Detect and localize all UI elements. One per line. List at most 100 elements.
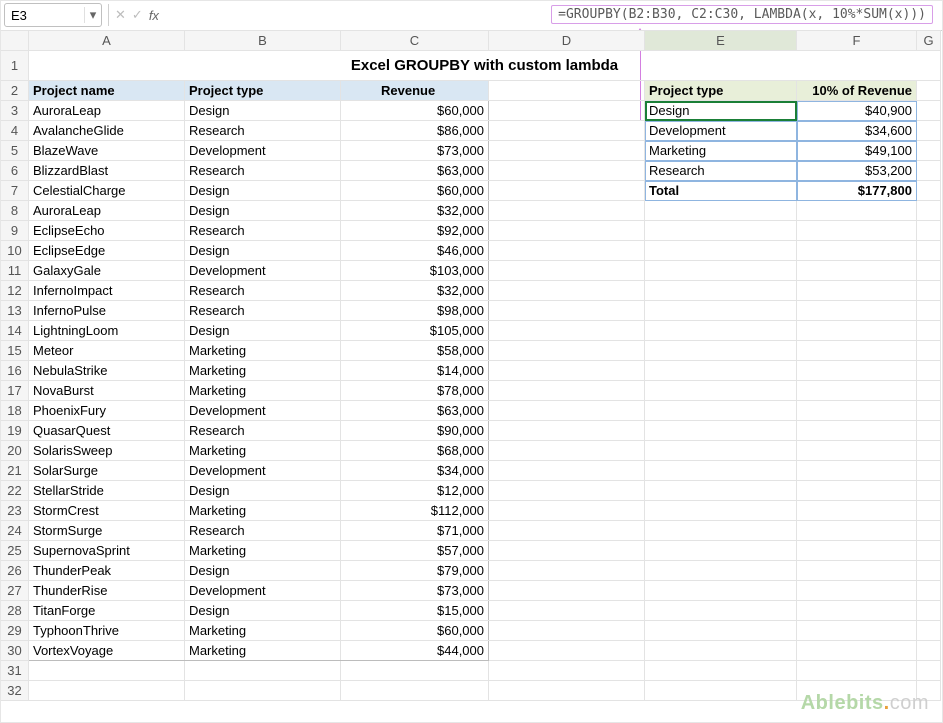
cell-F31[interactable]	[797, 661, 917, 681]
cell-B3[interactable]: Design	[185, 101, 341, 121]
cell-F25[interactable]	[797, 541, 917, 561]
cell-B23[interactable]: Marketing	[185, 501, 341, 521]
cell-F5[interactable]: $49,100	[797, 141, 917, 161]
cell-D28[interactable]	[489, 601, 645, 621]
name-box[interactable]: E3 ▾	[4, 3, 102, 27]
cell-D4[interactable]	[489, 121, 645, 141]
cell-F4[interactable]: $34,600	[797, 121, 917, 141]
row-header-12[interactable]: 12	[1, 281, 29, 301]
cell-A6[interactable]: BlizzardBlast	[29, 161, 185, 181]
cell-F11[interactable]	[797, 261, 917, 281]
cell-C10[interactable]: $46,000	[341, 241, 489, 261]
cell-E20[interactable]	[645, 441, 797, 461]
cell-F16[interactable]	[797, 361, 917, 381]
cell-C12[interactable]: $32,000	[341, 281, 489, 301]
cell-C7[interactable]: $60,000	[341, 181, 489, 201]
row-header-19[interactable]: 19	[1, 421, 29, 441]
cell-B4[interactable]: Research	[185, 121, 341, 141]
cell-G13[interactable]	[917, 301, 941, 321]
cell-F9[interactable]	[797, 221, 917, 241]
cell-C23[interactable]: $112,000	[341, 501, 489, 521]
row-header-31[interactable]: 31	[1, 661, 29, 681]
cell-D9[interactable]	[489, 221, 645, 241]
cell-G15[interactable]	[917, 341, 941, 361]
cell-F12[interactable]	[797, 281, 917, 301]
cell-F8[interactable]	[797, 201, 917, 221]
cell-B19[interactable]: Research	[185, 421, 341, 441]
cell-A18[interactable]: PhoenixFury	[29, 401, 185, 421]
col-header-C[interactable]: C	[341, 31, 489, 51]
cell-D16[interactable]	[489, 361, 645, 381]
cell-C14[interactable]: $105,000	[341, 321, 489, 341]
cell-D29[interactable]	[489, 621, 645, 641]
cell-E6[interactable]: Research	[645, 161, 797, 181]
cell-D15[interactable]	[489, 341, 645, 361]
row-header-17[interactable]: 17	[1, 381, 29, 401]
cell-C8[interactable]: $32,000	[341, 201, 489, 221]
cell-G5[interactable]	[917, 141, 941, 161]
cell-A12[interactable]: InfernoImpact	[29, 281, 185, 301]
row-header-29[interactable]: 29	[1, 621, 29, 641]
cell-C16[interactable]: $14,000	[341, 361, 489, 381]
cell-D3[interactable]	[489, 101, 645, 121]
row-header-23[interactable]: 23	[1, 501, 29, 521]
cell-B27[interactable]: Development	[185, 581, 341, 601]
row-header-5[interactable]: 5	[1, 141, 29, 161]
cell-A27[interactable]: ThunderRise	[29, 581, 185, 601]
cell-B9[interactable]: Research	[185, 221, 341, 241]
cell-C4[interactable]: $86,000	[341, 121, 489, 141]
cell-E23[interactable]	[645, 501, 797, 521]
cell-E5[interactable]: Marketing	[645, 141, 797, 161]
cell-F22[interactable]	[797, 481, 917, 501]
cell-E18[interactable]	[645, 401, 797, 421]
cell-C17[interactable]: $78,000	[341, 381, 489, 401]
cell-D32[interactable]	[489, 681, 645, 701]
cell-C22[interactable]: $12,000	[341, 481, 489, 501]
cell-B6[interactable]: Research	[185, 161, 341, 181]
cell-B7[interactable]: Design	[185, 181, 341, 201]
cancel-icon[interactable]: ✕	[115, 7, 126, 23]
cell-A24[interactable]: StormSurge	[29, 521, 185, 541]
cell-D8[interactable]	[489, 201, 645, 221]
cell-D18[interactable]	[489, 401, 645, 421]
cell-A9[interactable]: EclipseEcho	[29, 221, 185, 241]
cell-A23[interactable]: StormCrest	[29, 501, 185, 521]
row-header-15[interactable]: 15	[1, 341, 29, 361]
col-header-A[interactable]: A	[29, 31, 185, 51]
cell-E31[interactable]	[645, 661, 797, 681]
cell-B31[interactable]	[185, 661, 341, 681]
col-header-B[interactable]: B	[185, 31, 341, 51]
cell-C24[interactable]: $71,000	[341, 521, 489, 541]
cell-F30[interactable]	[797, 641, 917, 661]
cell-G4[interactable]	[917, 121, 941, 141]
cell-A10[interactable]: EclipseEdge	[29, 241, 185, 261]
cell-F6[interactable]: $53,200	[797, 161, 917, 181]
cell-B24[interactable]: Research	[185, 521, 341, 541]
cell-A11[interactable]: GalaxyGale	[29, 261, 185, 281]
cell-E17[interactable]	[645, 381, 797, 401]
cell-B21[interactable]: Development	[185, 461, 341, 481]
cell-C11[interactable]: $103,000	[341, 261, 489, 281]
cell-D26[interactable]	[489, 561, 645, 581]
cell-A4[interactable]: AvalancheGlide	[29, 121, 185, 141]
spreadsheet-grid[interactable]: ABCDEFG1Excel GROUPBY with custom lambda…	[0, 30, 941, 701]
cell-G17[interactable]	[917, 381, 941, 401]
cell-G10[interactable]	[917, 241, 941, 261]
cell-G3[interactable]	[917, 101, 941, 121]
cell-C20[interactable]: $68,000	[341, 441, 489, 461]
cell-B10[interactable]: Design	[185, 241, 341, 261]
cell-G11[interactable]	[917, 261, 941, 281]
cell-D27[interactable]	[489, 581, 645, 601]
cell-D20[interactable]	[489, 441, 645, 461]
cell-G14[interactable]	[917, 321, 941, 341]
cell-C29[interactable]: $60,000	[341, 621, 489, 641]
cell-E16[interactable]	[645, 361, 797, 381]
row-header-1[interactable]: 1	[1, 51, 29, 81]
cell-C3[interactable]: $60,000	[341, 101, 489, 121]
row-header-21[interactable]: 21	[1, 461, 29, 481]
row-header-30[interactable]: 30	[1, 641, 29, 661]
cell-A25[interactable]: SupernovaSprint	[29, 541, 185, 561]
cell-D11[interactable]	[489, 261, 645, 281]
cell-F20[interactable]	[797, 441, 917, 461]
cell-G19[interactable]	[917, 421, 941, 441]
